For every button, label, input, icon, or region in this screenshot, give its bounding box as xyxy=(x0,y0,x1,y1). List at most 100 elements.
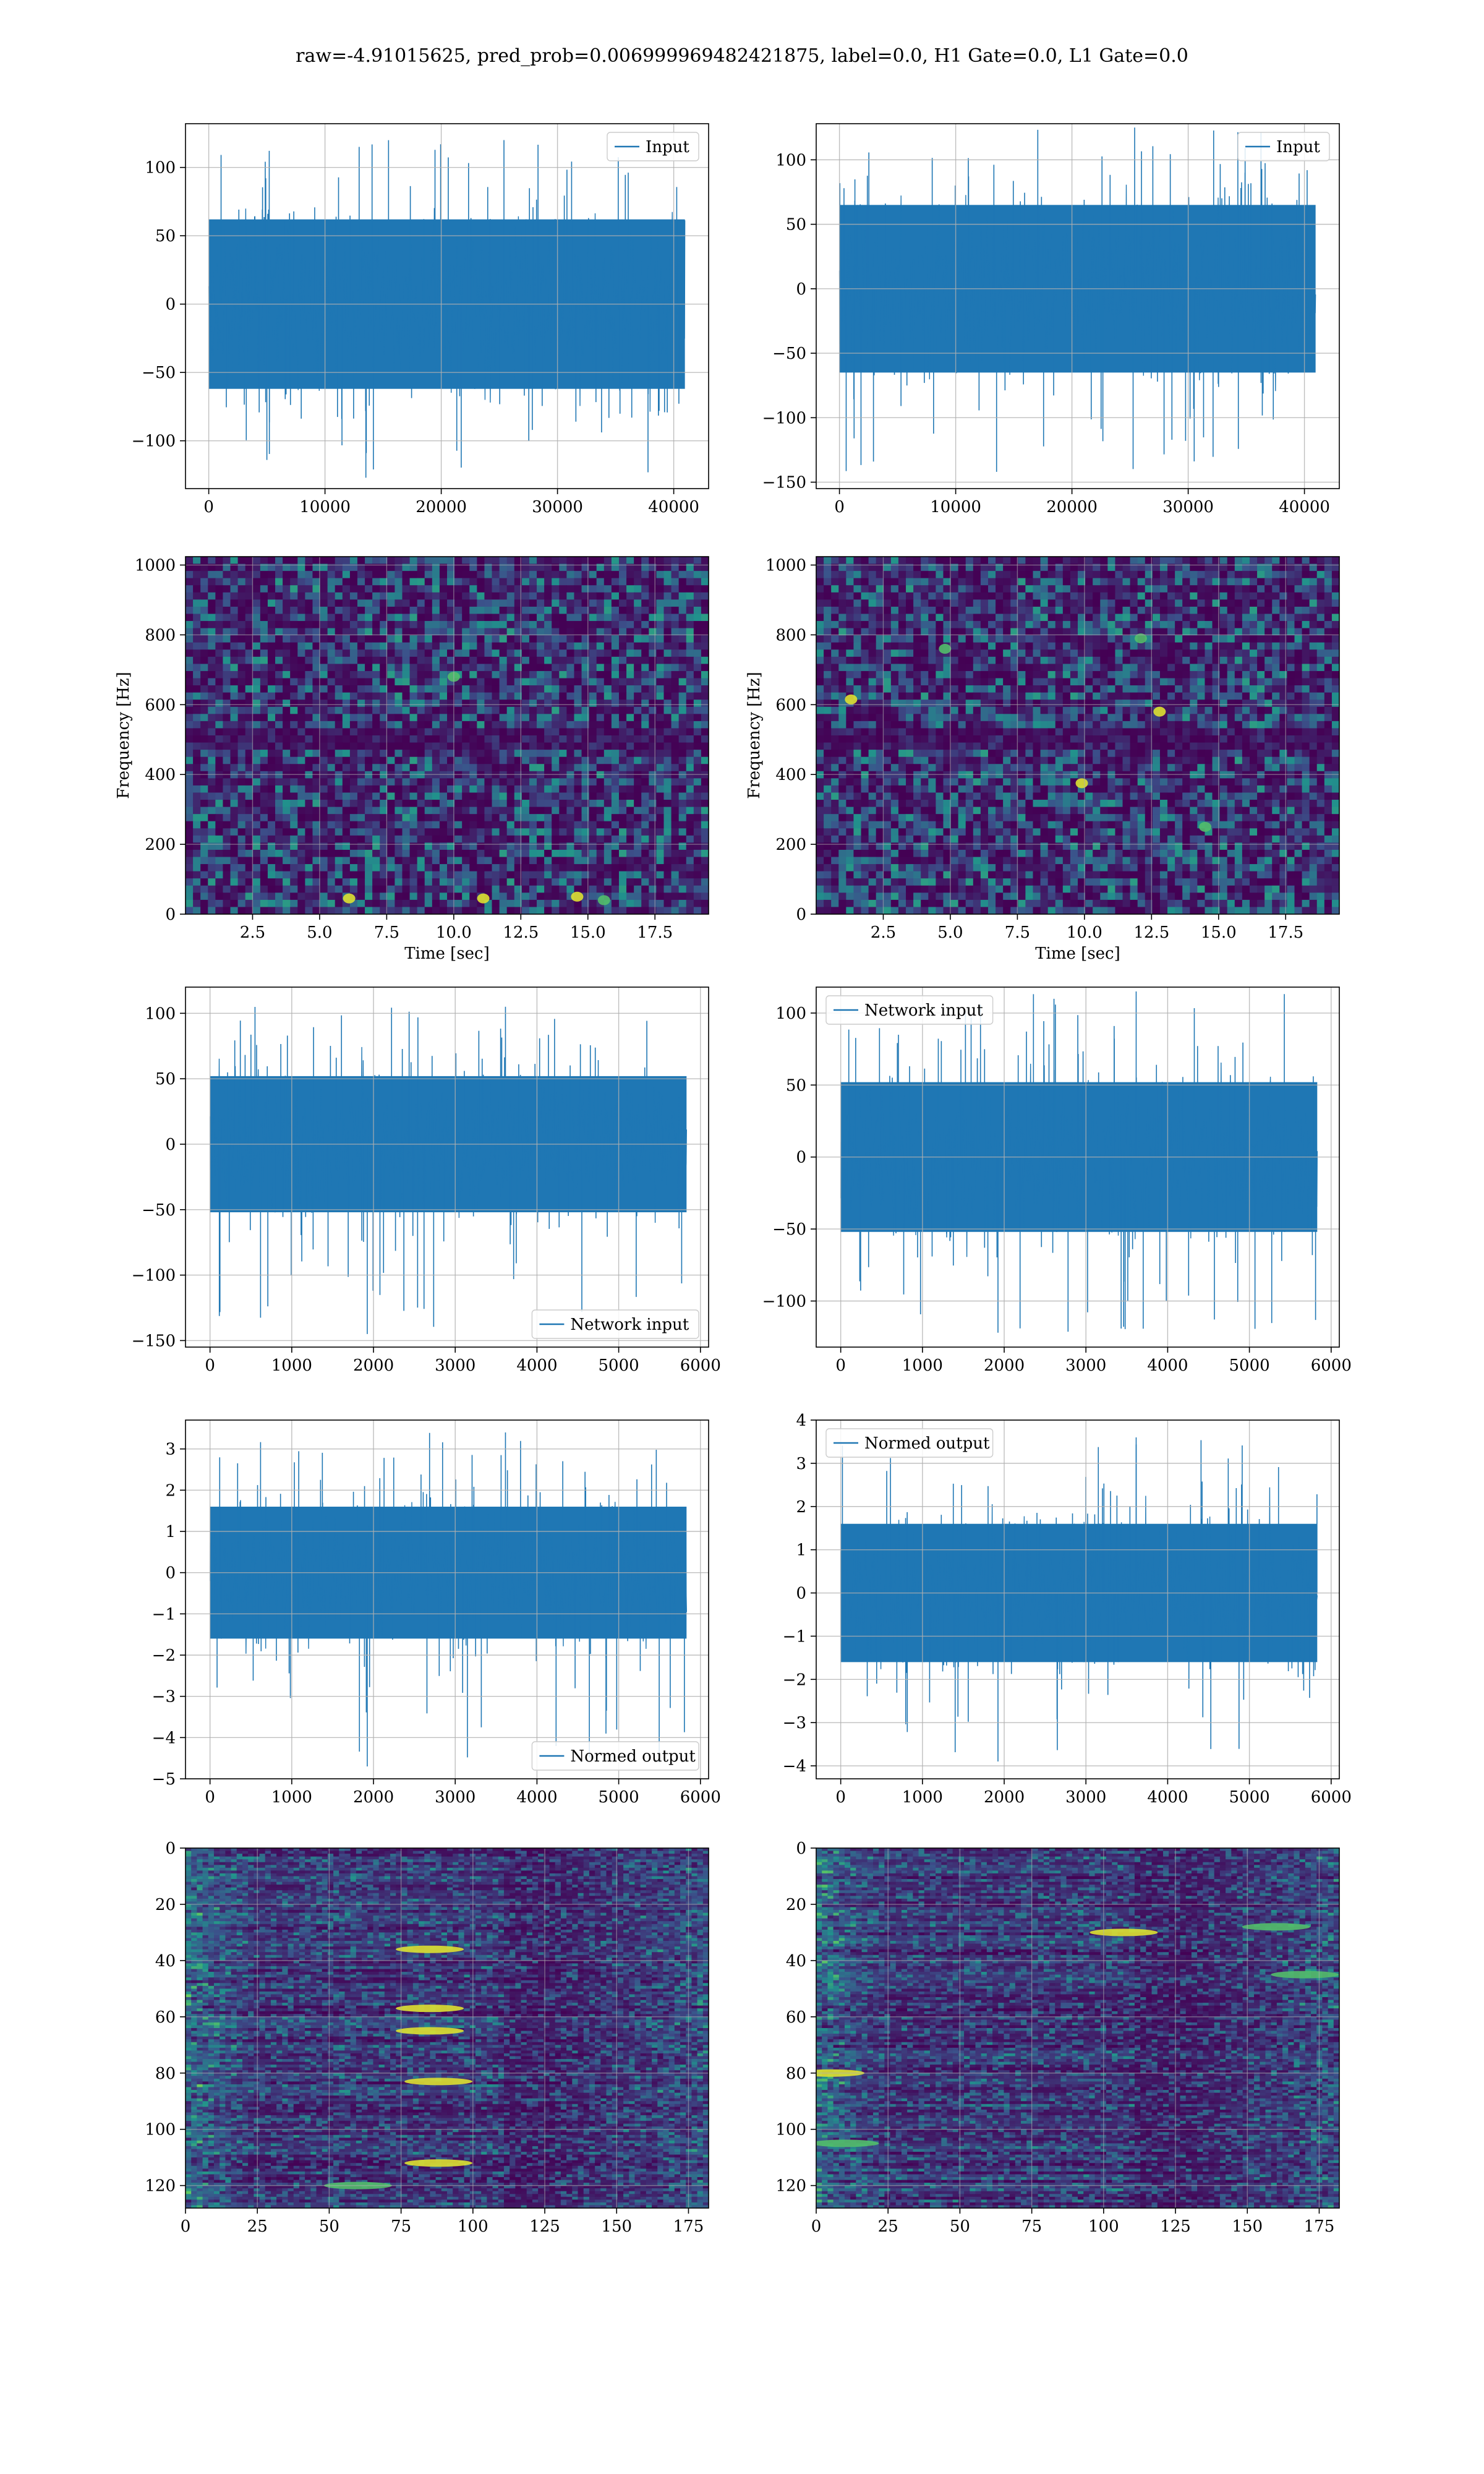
h1-normed-output-ytick-label-5: 0 xyxy=(165,1564,176,1583)
l1-features-feature-4 xyxy=(816,2139,879,2147)
h1-normed-output-ytick-label-1: −4 xyxy=(152,1729,176,1747)
h1-normed-output-xtick-label-2: 2000 xyxy=(353,1788,394,1807)
h1-spectrogram-feature-1 xyxy=(477,893,490,904)
l1-input-legend: Input xyxy=(1237,132,1330,161)
l1-features-plot-area xyxy=(816,1848,1339,2208)
h1-input-xtick-label-3: 30000 xyxy=(532,498,583,516)
l1-spectrogram-ytick-label-1: 200 xyxy=(775,836,806,854)
h1-spectrogram-ytick-label-1: 200 xyxy=(145,836,176,854)
h1-features-ytick-label-4: 80 xyxy=(155,2065,176,2083)
h1-normed-output-legend-label: Normed output xyxy=(570,1747,696,1766)
l1-spectrogram-ytick-label-4: 800 xyxy=(775,626,806,644)
l1-features-grid xyxy=(816,1848,1339,2208)
h1-features-xtick-label-4: 100 xyxy=(458,2217,488,2236)
h1-features-ytick-label-0: 0 xyxy=(165,1839,176,1858)
h1-spectrogram-ylabel: Frequency [Hz] xyxy=(114,672,133,799)
l1-network-input-ytick-label-4: 100 xyxy=(775,1004,806,1023)
h1-network-input-xtick-label-6: 6000 xyxy=(680,1356,721,1375)
l1-input-ytick-label-2: −50 xyxy=(772,345,806,363)
l1-network-input-axes-frame xyxy=(816,987,1340,1348)
h1-input-ytick-label-1: −50 xyxy=(142,364,176,382)
l1-input-series-line xyxy=(838,184,1316,392)
l1-spectrogram-xtick-label-1: 5.0 xyxy=(937,923,963,942)
l1-normed-output-ytick-label-6: 2 xyxy=(796,1498,806,1517)
h1-normed-output-ytick-label-8: 3 xyxy=(165,1440,176,1459)
l1-features-ytick-label-4: 80 xyxy=(786,2065,806,2083)
l1-normed-output-ytick-label-7: 3 xyxy=(796,1455,806,1473)
h1-features-xtick-label-1: 25 xyxy=(247,2217,268,2236)
l1-features-ytick-label-6: 120 xyxy=(775,2177,806,2196)
h1-network-input-plot-area xyxy=(186,987,709,1347)
h1-features-feature-0 xyxy=(396,1945,464,1953)
h1-network-input-ytick-label-5: 100 xyxy=(145,1004,176,1023)
l1-features-heatmap-cells xyxy=(816,1848,1339,2208)
h1-features-feature-1 xyxy=(396,2005,464,2013)
l1-spectrogram-ytick-label-0: 0 xyxy=(796,905,806,924)
h1-features-feature-4 xyxy=(404,2159,473,2167)
h1-network-input-xtick-label-4: 4000 xyxy=(516,1356,557,1375)
l1-spectrogram-xtick-label-0: 2.5 xyxy=(871,923,896,942)
h1-features-xtick-label-0: 0 xyxy=(181,2217,191,2236)
l1-features-feature-3 xyxy=(1271,1971,1339,1979)
h1-input-plot-area xyxy=(186,124,709,489)
h1-features-xtick-label-2: 50 xyxy=(319,2217,339,2236)
h1-input-xtick-label-2: 20000 xyxy=(416,498,467,516)
h1-spectrogram-ytick-label-0: 0 xyxy=(165,905,176,924)
h1-input-legend: Input xyxy=(607,132,699,161)
h1-spectrogram-feature-0 xyxy=(343,893,356,904)
l1-input-ytick-label-3: 0 xyxy=(796,280,806,299)
l1-input-grid xyxy=(816,124,1339,489)
h1-network-input-legend: Network input xyxy=(531,1309,699,1339)
h1-normed-output-panel: 0 1000 2000 3000 4000 5000 6000 −5 −4 −3 −2 −1 0 1 2 3 N… xyxy=(152,1419,721,1807)
h1-input-legend-label: Input xyxy=(646,138,689,156)
l1-normed-output-ytick-label-2: −2 xyxy=(783,1671,806,1689)
l1-features-xtick-label-1: 25 xyxy=(878,2217,898,2236)
h1-spectrogram-axes-frame xyxy=(185,556,709,915)
l1-normed-output-ytick-label-5: 1 xyxy=(796,1541,806,1560)
h1-features-axes-frame xyxy=(185,1847,709,2209)
h1-spectrogram-grid xyxy=(186,557,709,914)
h1-normed-output-series-spikes xyxy=(216,1432,685,1766)
h1-input-axes-frame xyxy=(185,123,709,489)
h1-normed-output-ytick-label-6: 1 xyxy=(165,1523,176,1541)
l1-features-ytick-label-2: 40 xyxy=(786,1952,806,1971)
l1-input-ytick-label-0: −150 xyxy=(762,474,806,492)
h1-spectrogram-xtick-label-5: 15.0 xyxy=(570,923,606,942)
h1-features-xtick-label-3: 75 xyxy=(391,2217,411,2236)
l1-features-xtick-label-2: 50 xyxy=(950,2217,970,2236)
l1-features-ytick-label-5: 100 xyxy=(775,2121,806,2139)
l1-input-ytick-label-4: 50 xyxy=(786,216,806,234)
l1-network-input-xtick-label-6: 6000 xyxy=(1311,1356,1352,1375)
l1-network-input-ytick-label-0: −100 xyxy=(762,1293,806,1311)
l1-network-input-series-spikes xyxy=(848,991,1316,1333)
h1-network-input-panel: 0 1000 2000 3000 4000 5000 6000 −150 −100 −50 0 50 1… xyxy=(132,987,721,1375)
h1-spectrogram-ytick-label-5: 1000 xyxy=(135,557,176,575)
h1-spectrogram-ytick-label-3: 600 xyxy=(145,696,176,714)
l1-normed-output-grid xyxy=(816,1420,1339,1779)
l1-spectrogram-axes-frame xyxy=(816,556,1340,915)
l1-spectrogram-xtick-label-4: 12.5 xyxy=(1133,923,1169,942)
l1-normed-output-ytick-label-3: −1 xyxy=(783,1627,806,1646)
h1-normed-output-axes-frame xyxy=(185,1419,709,1779)
l1-input-ytick-label-1: −100 xyxy=(762,409,806,427)
l1-spectrogram-feature-4 xyxy=(939,644,952,654)
l1-spectrogram-feature-1 xyxy=(1153,706,1166,717)
h1-network-input-ytick-label-0: −150 xyxy=(132,1332,176,1350)
l1-spectrogram-heatmap-cells xyxy=(816,557,1339,914)
l1-spectrogram-ytick-label-5: 1000 xyxy=(765,557,806,575)
h1-features-ytick-label-1: 20 xyxy=(155,1896,176,1914)
h1-network-input-axes-frame xyxy=(185,987,709,1348)
l1-network-input-ytick-label-2: 0 xyxy=(796,1149,806,1167)
h1-network-input-legend-label: Network input xyxy=(570,1316,689,1334)
h1-spectrogram-ytick-label-2: 400 xyxy=(145,766,176,784)
l1-features-panel: 0 25 50 75 100 125 150 175 0 20 40 60 80 100 120 xyxy=(775,1839,1340,2236)
h1-input-ytick-label-4: 100 xyxy=(145,159,176,178)
l1-network-input-series-line xyxy=(840,1062,1318,1257)
h1-normed-output-xtick-label-1: 1000 xyxy=(271,1788,312,1807)
h1-spectrogram-xtick-label-6: 17.5 xyxy=(637,923,673,942)
l1-spectrogram-xtick-label-3: 10.0 xyxy=(1067,923,1102,942)
h1-features-ytick-label-5: 100 xyxy=(145,2121,176,2139)
h1-features-feature-3 xyxy=(404,2078,473,2086)
h1-input-ytick-label-2: 0 xyxy=(165,296,176,314)
h1-input-xtick-label-1: 10000 xyxy=(299,498,351,516)
